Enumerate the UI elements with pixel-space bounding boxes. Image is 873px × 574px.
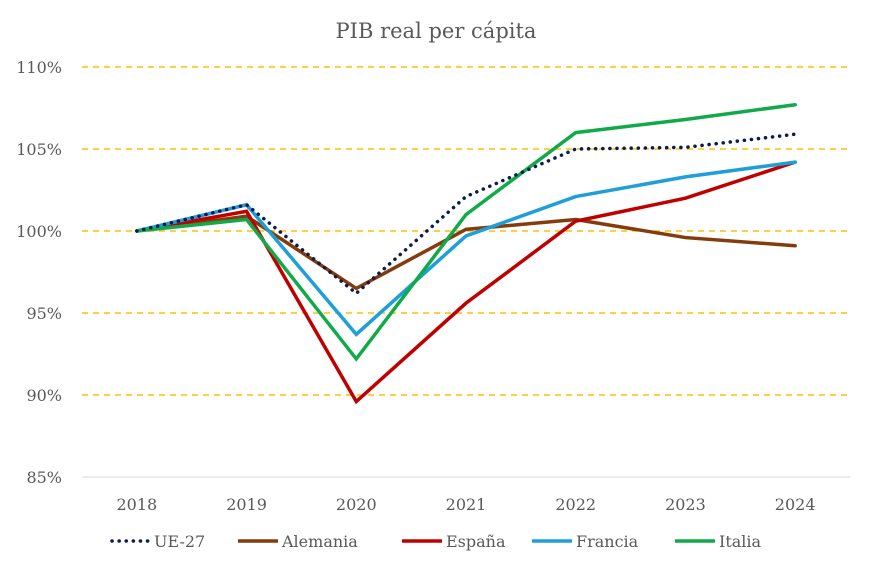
series-line-alemania [135, 214, 797, 291]
series-lines [135, 102, 797, 405]
y-tick-label: 95% [26, 304, 62, 323]
y-tick-label: 90% [26, 386, 62, 405]
series-line-espa-a [135, 160, 797, 405]
x-tick-label: 2022 [555, 495, 596, 514]
x-tick-label: 2024 [775, 495, 816, 514]
legend-item-ue-27: UE-27 [110, 532, 205, 551]
legend-label: UE-27 [154, 532, 205, 551]
legend-label: Francia [576, 532, 639, 551]
legend-label: Italia [719, 532, 762, 551]
legend-item-alemania: Alemania [238, 532, 358, 551]
legend-item-italia: Italia [675, 532, 762, 551]
x-tick-label: 2019 [226, 495, 267, 514]
legend-item-francia: Francia [532, 532, 639, 551]
x-tick-label: 2018 [116, 495, 157, 514]
x-tick-label: 2020 [336, 495, 377, 514]
legend: UE-27 Alemania España Francia Italia [110, 532, 762, 551]
y-axis: 85% 90% 95% 100% 105% 110% [16, 58, 62, 487]
legend-label: Alemania [281, 532, 358, 551]
y-tick-label: 105% [16, 140, 62, 159]
legend-label: España [446, 532, 506, 551]
gridlines [82, 66, 850, 396]
series-line-francia [135, 160, 797, 337]
x-tick-label: 2021 [446, 495, 487, 514]
series-line-italia [135, 102, 797, 362]
x-tick-label: 2023 [665, 495, 706, 514]
y-tick-label: 110% [16, 58, 62, 77]
legend-item-espa-a: España [402, 532, 506, 551]
chart-title: PIB real per cápita [336, 19, 537, 43]
y-tick-label: 100% [16, 222, 62, 241]
x-axis: 2018 2019 2020 2021 2022 2023 2024 [116, 495, 815, 514]
y-tick-label: 85% [26, 468, 62, 487]
